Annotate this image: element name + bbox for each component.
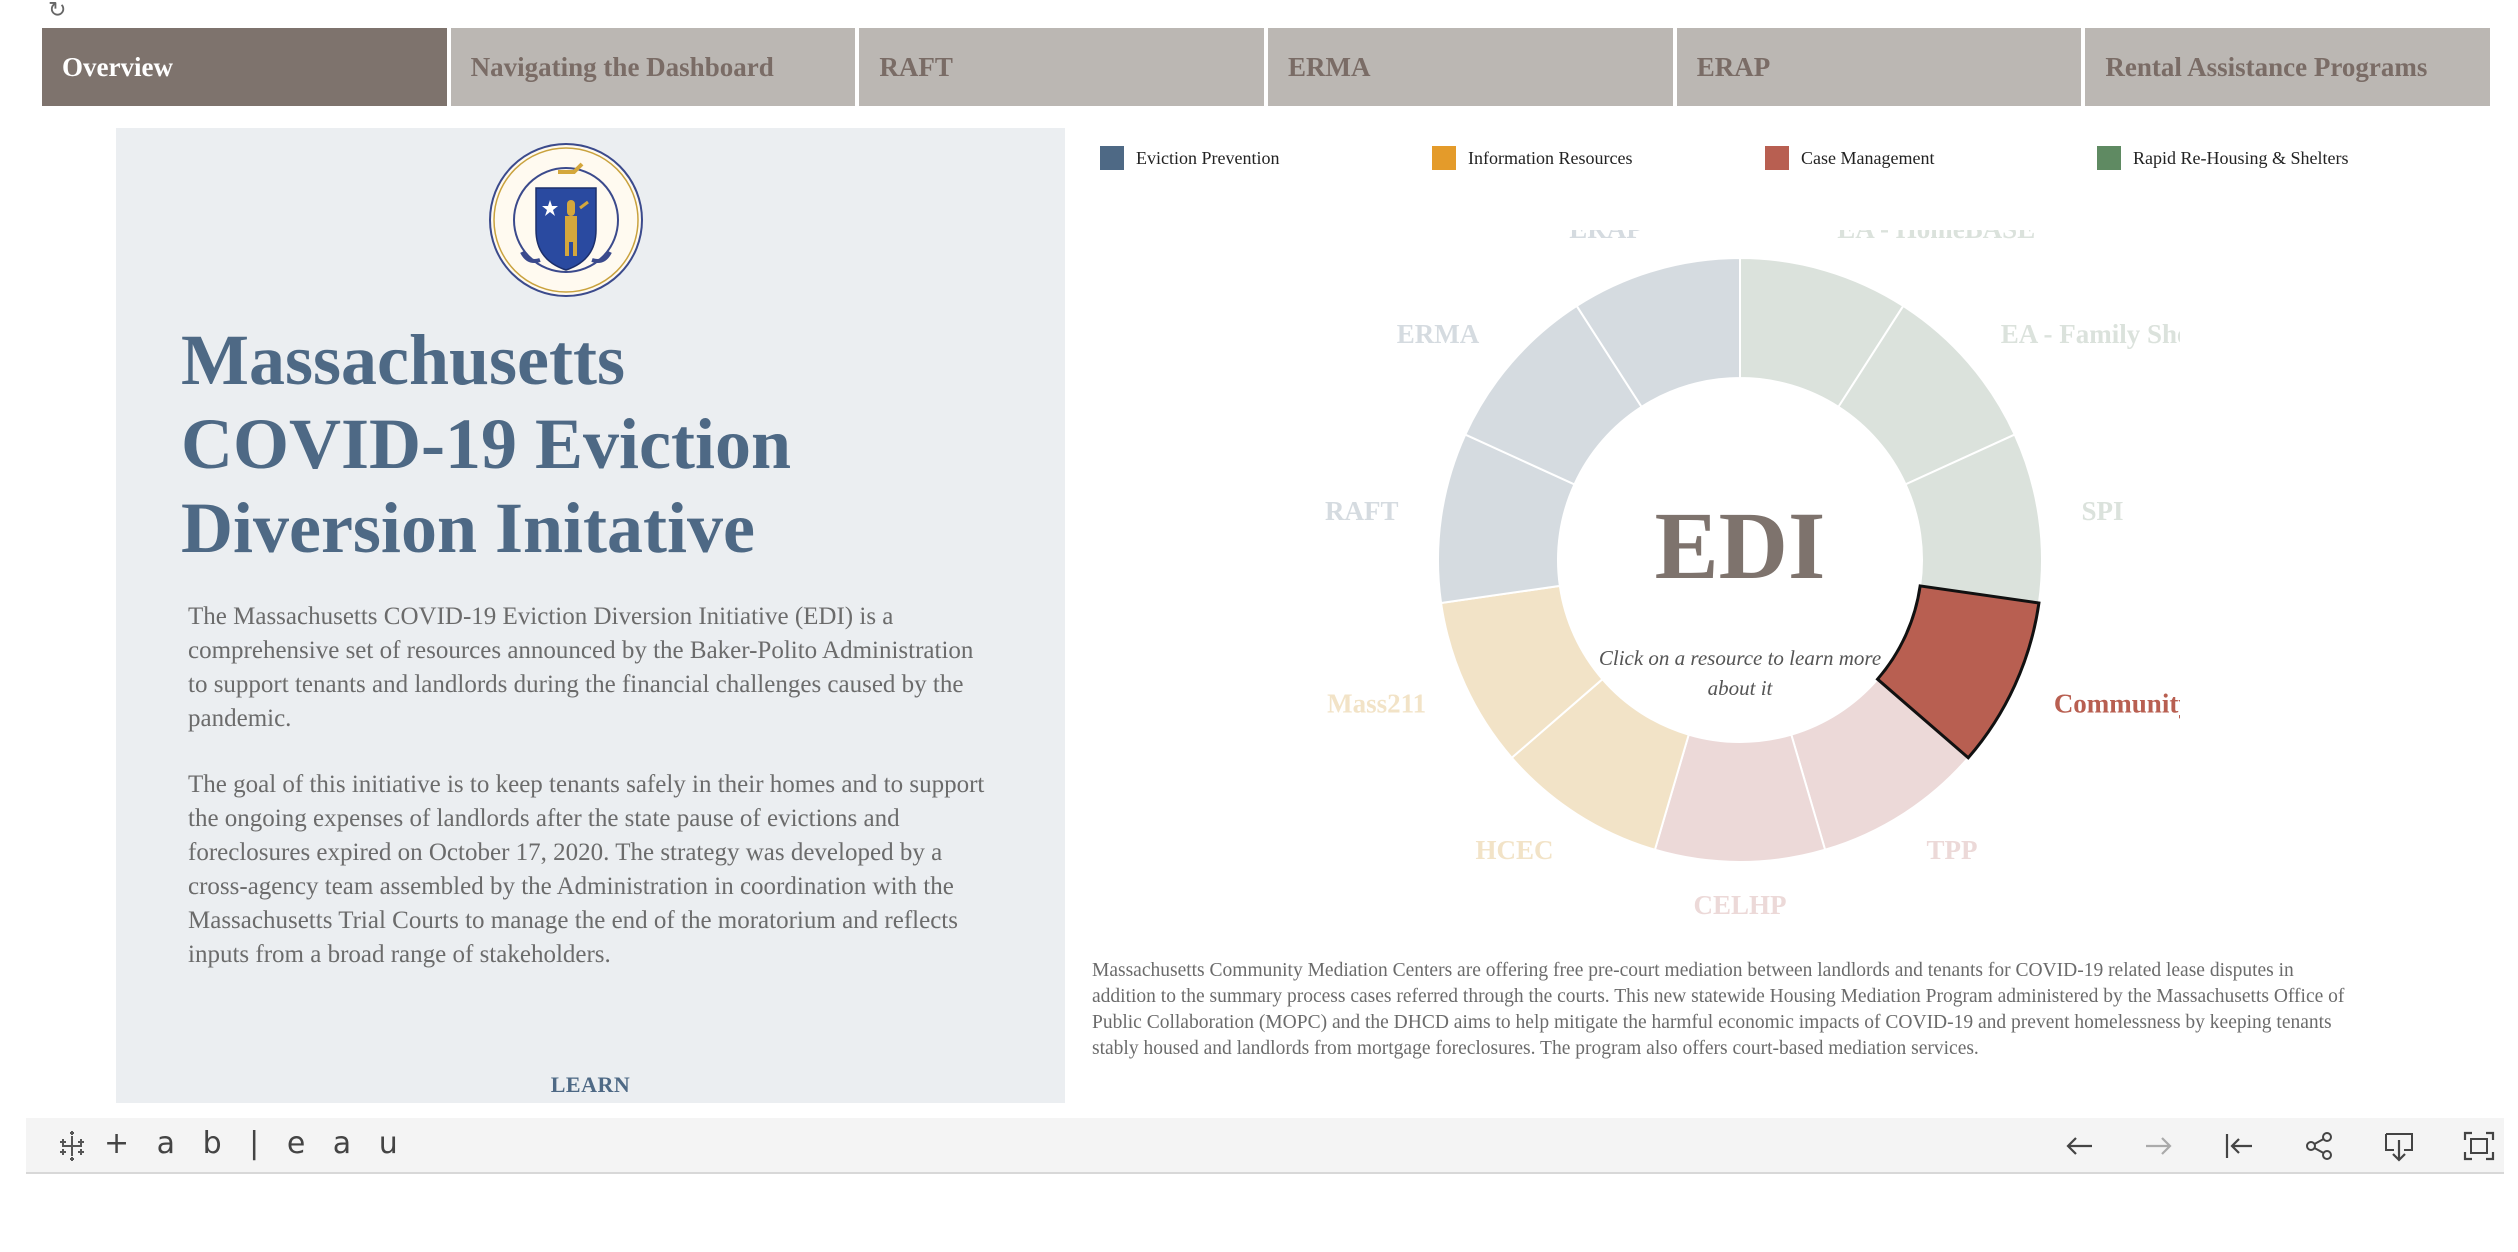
donut-label-celhp[interactable]: CELHP xyxy=(1693,890,1786,920)
tableau-logo-icon xyxy=(60,1131,84,1161)
tab-rental-assistance-programs[interactable]: Rental Assistance Programs xyxy=(2085,28,2491,106)
donut-label-erap[interactable]: ERAP xyxy=(1569,230,1643,244)
donut-label-tpp[interactable]: TPP xyxy=(1927,835,1978,865)
revert-button[interactable] xyxy=(2222,1130,2256,1162)
share-icon xyxy=(2306,1132,2332,1160)
donut-label-mass211[interactable]: Mass211 xyxy=(1327,688,1426,718)
donut-label-hcec[interactable]: HCEC xyxy=(1475,835,1553,865)
legend-label: Rapid Re-Housing & Shelters xyxy=(2133,147,2349,168)
legend-item-information-resources[interactable]: Information Resources xyxy=(1432,146,1632,170)
donut-segment-erap[interactable] xyxy=(1575,256,1741,409)
download-icon xyxy=(2385,1133,2413,1162)
legend-label: Information Resources xyxy=(1468,147,1633,168)
learn-link[interactable]: LEARN xyxy=(550,1072,631,1097)
donut-label-spi[interactable]: SPI xyxy=(2081,496,2123,526)
tab-overview[interactable]: Overview xyxy=(42,28,447,106)
overview-panel: Massachusetts COVID-19 Eviction Diversio… xyxy=(116,128,1065,1103)
undo-button[interactable] xyxy=(2062,1130,2096,1162)
massachusetts-seal-icon xyxy=(489,143,643,297)
legend-item-rapid-rehousing-shelters[interactable]: Rapid Re-Housing & Shelters xyxy=(2097,146,2348,170)
tableau-wordmark: + a b | e a u xyxy=(104,1126,407,1161)
legend-item-eviction-prevention[interactable]: Eviction Prevention xyxy=(1100,146,1279,170)
donut-label-raft[interactable]: RAFT xyxy=(1325,496,1399,526)
arrow-right-icon xyxy=(2146,1137,2172,1155)
tab-erap[interactable]: ERAP xyxy=(1676,28,2082,106)
legend-swatch xyxy=(1100,146,1124,170)
fullscreen-icon xyxy=(2463,1131,2495,1161)
page-title: Massachusetts COVID-19 Eviction Diversio… xyxy=(181,320,791,568)
tab-erma[interactable]: ERMA xyxy=(1268,28,1673,106)
chart-legend: Eviction Prevention Information Resource… xyxy=(1100,146,2490,176)
resource-donut-chart: EA - HomeBASE EA - Family Shelters SPI Comm… xyxy=(1325,230,2180,920)
fullscreen-button[interactable] xyxy=(2462,1130,2496,1162)
resource-description: Massachusetts Community Mediation Center… xyxy=(1092,960,2345,1059)
donut-label-community-mediation[interactable]: Community Mediation xyxy=(2054,688,2180,718)
goal-paragraph: The goal of this initiative is to keep t… xyxy=(188,771,985,968)
tab-raft[interactable]: RAFT xyxy=(859,28,1265,106)
donut-label-erma[interactable]: ERMA xyxy=(1397,319,1480,349)
legend-swatch xyxy=(2097,146,2121,170)
selected-segment-outline xyxy=(1875,584,2041,760)
chart-center-title: EDI xyxy=(1654,492,1826,599)
legend-label: Eviction Prevention xyxy=(1136,147,1280,168)
legend-label: Case Management xyxy=(1801,147,1935,168)
legend-swatch xyxy=(1765,146,1789,170)
legend-item-case-management[interactable]: Case Management xyxy=(1765,146,1934,170)
donut-label-ea-family-shelters[interactable]: EA - Family Shelters xyxy=(2001,319,2180,349)
revert-icon xyxy=(2225,1134,2252,1158)
reload-icon[interactable]: ↻ xyxy=(48,0,67,23)
share-button[interactable] xyxy=(2302,1130,2336,1162)
tab-bar: Overview Navigating the Dashboard RAFT E… xyxy=(42,28,2491,106)
donut-label-ea-homebase[interactable]: EA - HomeBASE xyxy=(1837,230,2035,244)
legend-swatch xyxy=(1432,146,1456,170)
chart-center-subtitle: Click on a resource to learn more about … xyxy=(1598,646,1882,700)
download-button[interactable] xyxy=(2382,1130,2416,1162)
tab-navigating-dashboard[interactable]: Navigating the Dashboard xyxy=(450,28,856,106)
arrow-left-icon xyxy=(2066,1137,2092,1155)
redo-button[interactable] xyxy=(2142,1130,2176,1162)
tableau-toolbar: + a b | e a u xyxy=(26,1118,2504,1174)
intro-paragraph: The Massachusetts COVID-19 Eviction Dive… xyxy=(188,603,974,732)
